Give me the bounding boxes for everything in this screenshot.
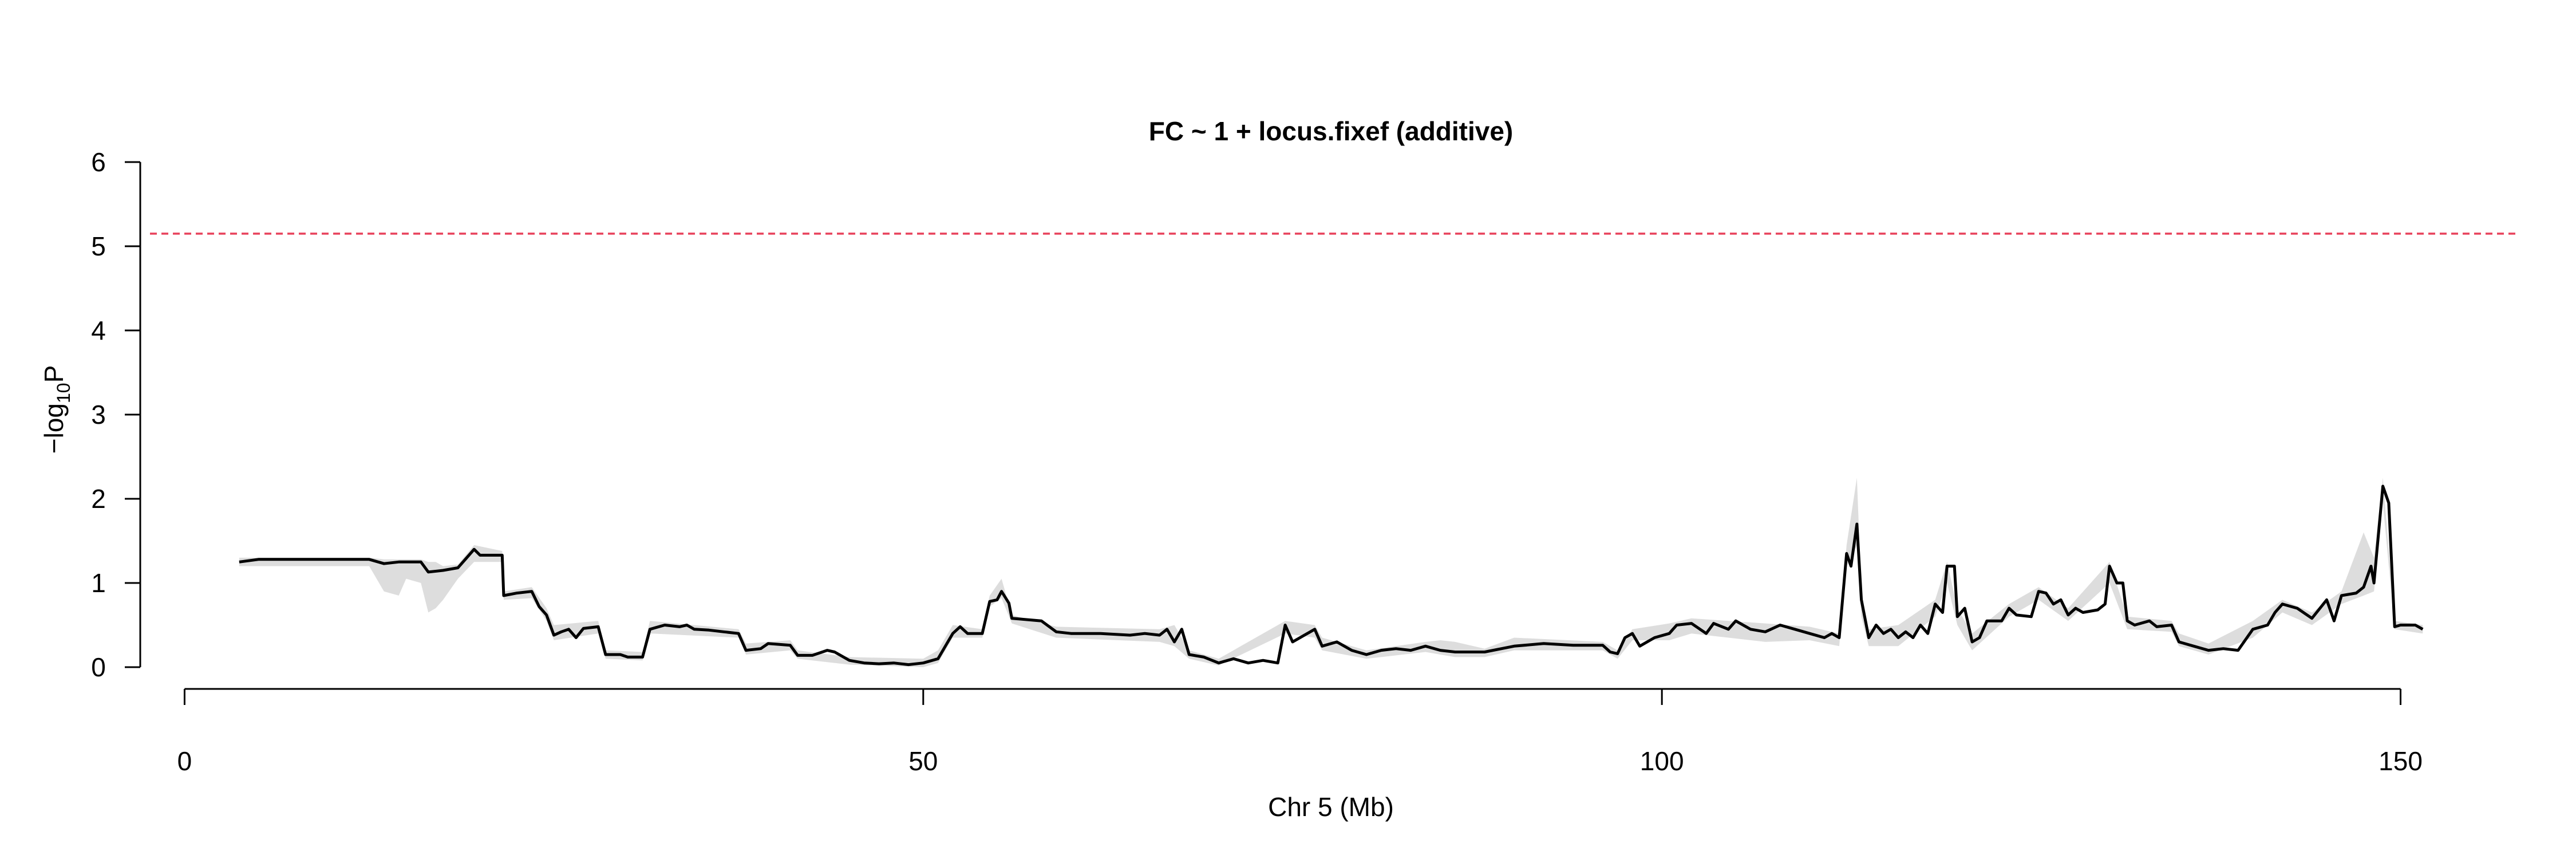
x-tick-label: 100 [1640, 746, 1684, 776]
y-axis-label: −log10P [39, 365, 74, 454]
y-tick-label: 4 [91, 316, 106, 345]
x-tick-label: 150 [2379, 746, 2423, 776]
y-tick-label: 2 [91, 484, 106, 514]
y-tick-label: 1 [91, 568, 106, 598]
chart-title: FC ~ 1 + locus.fixef (additive) [1149, 116, 1514, 146]
y-tick-label: 0 [91, 652, 106, 682]
y-tick-label: 3 [91, 400, 106, 430]
series-layer [239, 484, 2424, 667]
x-axis: 0 50 100 150 [177, 688, 2423, 776]
x-tick-label: 50 [908, 746, 938, 776]
confidence-band-area [239, 478, 2423, 667]
series-line-0 [239, 484, 2424, 667]
y-axis-label-suffix: P [39, 365, 69, 383]
y-tick-label: 5 [91, 231, 106, 261]
y-axis-label-subscript: 10 [53, 383, 74, 403]
y-axis: 0 1 2 3 4 5 6 [91, 147, 141, 682]
x-axis-label: Chr 5 (Mb) [1268, 792, 1394, 822]
y-axis-label-prefix: −log [39, 403, 69, 454]
confidence-band [239, 478, 2423, 667]
x-tick-label: 0 [177, 746, 192, 776]
y-tick-label: 6 [91, 147, 106, 177]
